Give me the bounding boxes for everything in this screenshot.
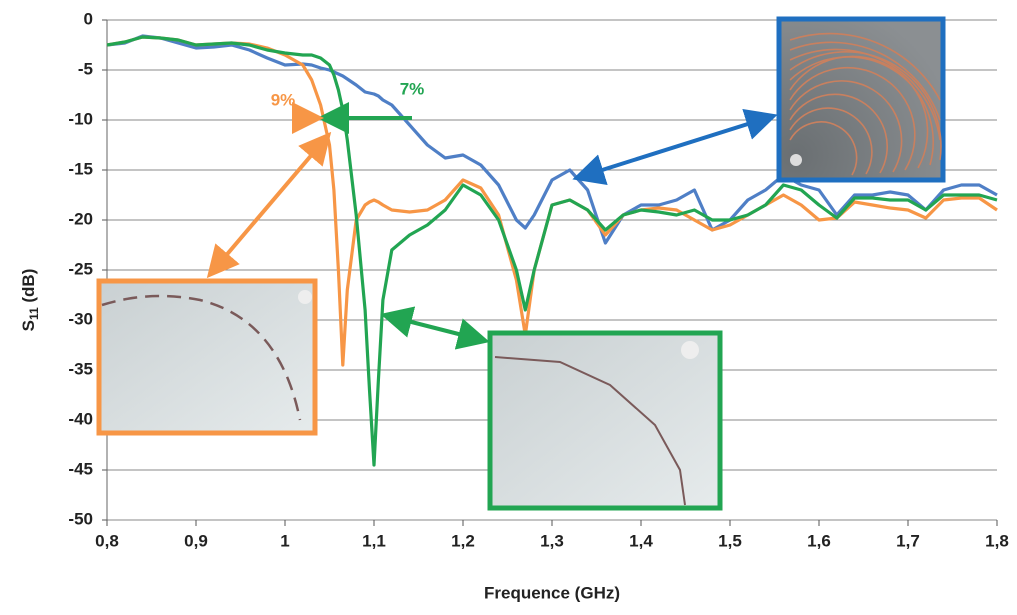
- inset-green: [487, 330, 723, 511]
- inset-frame: [776, 16, 946, 183]
- x-tick-label: 0,9: [184, 531, 208, 550]
- annotation: 9%: [271, 90, 296, 109]
- y-tick-label: -45: [68, 459, 93, 478]
- y-label-sub: 11: [27, 307, 41, 320]
- y-tick-label: -10: [68, 109, 93, 128]
- series-line: [106, 34, 998, 245]
- y-tick-label: -5: [78, 59, 93, 78]
- x-tick-label: 1,8: [985, 531, 1009, 550]
- inset-frame: [96, 278, 318, 436]
- y-tick-label: -50: [68, 509, 93, 528]
- arrow: [380, 306, 490, 350]
- y-tick-label: -25: [68, 259, 93, 278]
- inset-orange: [96, 278, 318, 436]
- y-tick-label: -35: [68, 359, 93, 378]
- y-tick-label: -40: [68, 409, 93, 428]
- x-tick-label: 1,6: [807, 531, 831, 550]
- annotation: 7%: [400, 79, 425, 98]
- arrows: [206, 102, 778, 350]
- series-line: [106, 35, 998, 367]
- series-line: [106, 35, 998, 467]
- y-tick-label: -20: [68, 209, 93, 228]
- x-axis-label: Frequence (GHz): [484, 583, 620, 602]
- inset-blue: [776, 16, 946, 183]
- arrow: [206, 131, 332, 279]
- x-tick-label: 1: [280, 531, 289, 550]
- y-tick-label: 0: [84, 9, 93, 28]
- x-tick-label: 1,5: [718, 531, 742, 550]
- x-tick-label: 1,2: [451, 531, 475, 550]
- x-tick-label: 1,4: [629, 531, 653, 550]
- x-tick-label: 1,3: [540, 531, 564, 550]
- x-tick-label: 1,1: [362, 531, 386, 550]
- x-tick-label: 1,7: [896, 531, 920, 550]
- y-tick-label: -30: [68, 309, 93, 328]
- y-label-main: S: [19, 320, 38, 331]
- lines: [106, 34, 998, 467]
- y-tick-label: -15: [68, 159, 93, 178]
- y-axis-label: S11 (dB): [19, 269, 41, 332]
- y-label-unit: (dB): [19, 269, 38, 308]
- arrow: [572, 108, 778, 186]
- x-tick-label: 0,8: [95, 531, 119, 550]
